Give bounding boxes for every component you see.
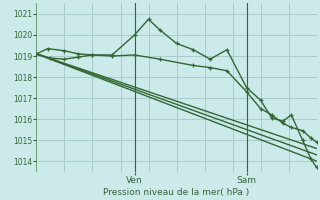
X-axis label: Pression niveau de la mer( hPa ): Pression niveau de la mer( hPa ) bbox=[103, 188, 250, 197]
